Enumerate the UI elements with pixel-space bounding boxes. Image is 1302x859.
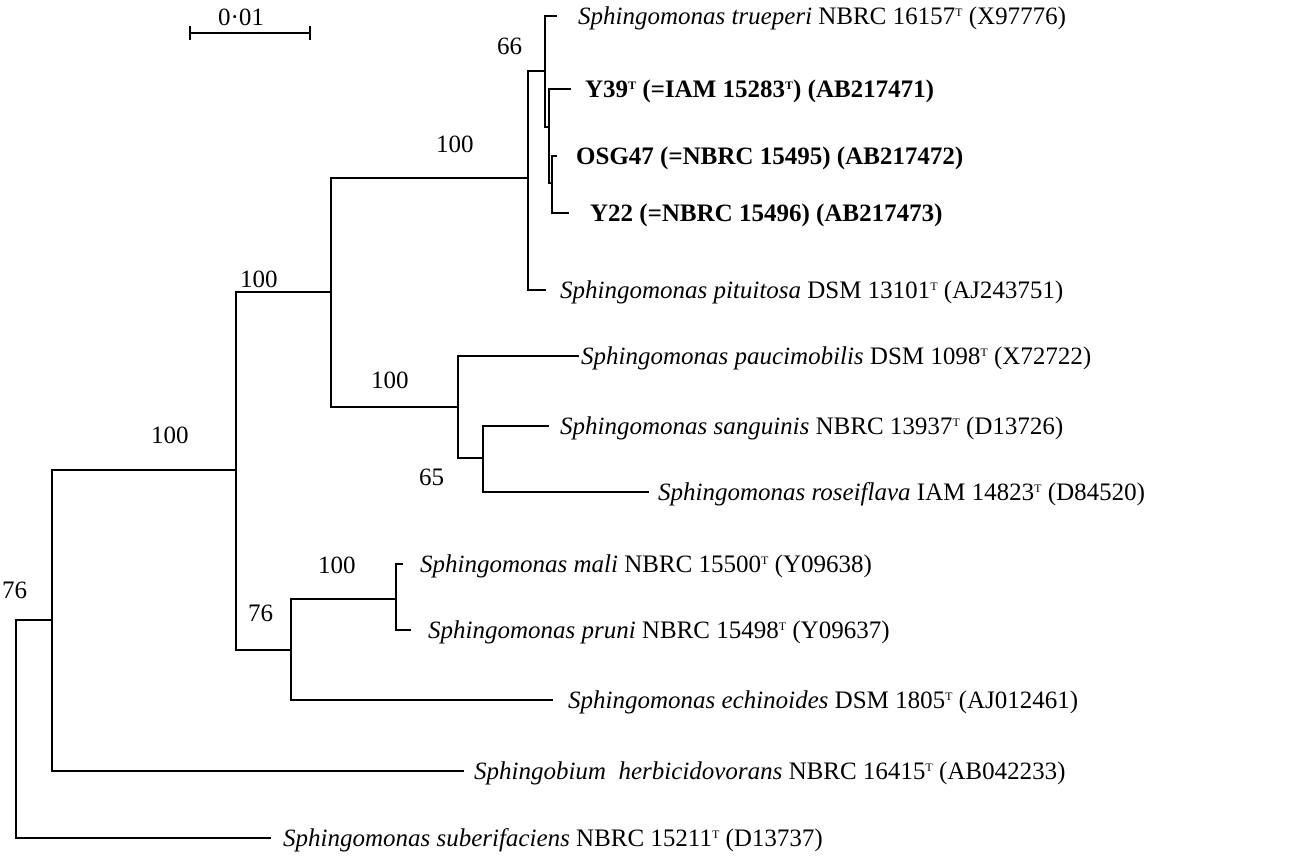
type-strain-mark: T [711, 827, 720, 841]
strain-id: DSM 1805 [828, 687, 946, 714]
scale-bar-label: 0·01 [218, 4, 264, 31]
accession-number: ) (AB217471) [793, 76, 935, 103]
type-strain-mark: T [778, 619, 787, 633]
type-strain-mark: T [628, 78, 637, 92]
strain-id: NBRC 13937 [809, 413, 953, 440]
taxon-label-roseiflava: Sphingomonas roseiflava IAM 14823T (D845… [658, 480, 1145, 505]
strain-id: NBRC 15211 [569, 825, 712, 852]
strain-id: DSM 1098 [863, 343, 981, 370]
taxon-label-echinoides: Sphingomonas echinoides DSM 1805T (AJ012… [568, 688, 1078, 713]
species-name: Sphingomonas roseiflava [658, 479, 911, 506]
strain-id: NBRC 16415 [782, 758, 926, 785]
accession-number: (D13737) [719, 825, 823, 852]
accession-number: (Y09638) [768, 551, 872, 578]
type-strain-mark: T [1034, 481, 1042, 495]
taxon-label-herbicidovorans: Sphingobium herbicidovorans NBRC 16415T … [474, 759, 1065, 784]
species-name: Sphingomonas pruni [428, 617, 636, 644]
taxon-label-y39: Y39T (=IAM 15283T) (AB217471) [585, 77, 934, 102]
strain-id: Y39 [585, 76, 629, 103]
species-name: Sphingomonas sanguinis [560, 413, 810, 440]
taxon-label-sanguinis: Sphingomonas sanguinis NBRC 13937T (D137… [560, 414, 1063, 439]
type-strain-mark: T [925, 760, 933, 774]
taxon-label-paucimobilis: Sphingomonas paucimobilis DSM 1098T (X72… [581, 344, 1091, 369]
species-name: Sphingomonas echinoides [568, 687, 829, 714]
taxon-label-osg47: OSG47 (=NBRC 15495) (AB217472) [576, 143, 964, 170]
taxon-label-mali: Sphingomonas mali NBRC 15500T (Y09638) [420, 552, 872, 577]
strain-id: DSM 13101 [801, 277, 931, 304]
bootstrap-value: 100 [240, 266, 278, 293]
strain-id: IAM 14823 [910, 479, 1035, 506]
type-strain-mark: T [761, 553, 769, 567]
accession-number: (AJ243751) [937, 277, 1064, 304]
type-strain-mark: T [980, 345, 988, 359]
strain-id: NBRC 15500 [617, 551, 762, 578]
taxon-label-trueperi: Sphingomonas trueperi NBRC 16157T (X9777… [578, 4, 1066, 29]
species-name: Sphingomonas paucimobilis [581, 343, 864, 370]
accession-number: (AJ012461) [952, 687, 1079, 714]
accession-number: (AB042233) [932, 758, 1066, 785]
type-strain-mark: T [945, 689, 953, 703]
bootstrap-value: 65 [419, 464, 444, 491]
strain-id: NBRC 16157 [812, 3, 956, 30]
bootstrap-value: 100 [436, 131, 474, 158]
species-name: Sphingomonas mali [420, 551, 618, 578]
strain-id: (=IAM 15283 [636, 76, 786, 103]
species-name: Sphingomonas suberifaciens [283, 825, 570, 852]
type-strain-mark: T [955, 5, 963, 19]
accession-number: (X72722) [987, 343, 1092, 370]
taxon-label-pruni: Sphingomonas pruni NBRC 15498T (Y09637) [428, 618, 890, 643]
species-name: Sphingobium herbicidovorans [474, 758, 783, 785]
species-name: Sphingomonas pituitosa [560, 277, 801, 304]
scale-bar [189, 26, 311, 40]
strain-id: NBRC 15498 [635, 617, 779, 644]
bootstrap-value: 76 [248, 600, 273, 627]
accession-number: (Y09637) [786, 617, 890, 644]
bootstrap-value: 100 [371, 367, 409, 394]
bootstrap-value: 66 [497, 33, 522, 60]
accession-number: (D84520) [1041, 479, 1145, 506]
taxon-label-y22: Y22 (=NBRC 15496) (AB217473) [590, 200, 943, 227]
type-strain-mark: T [785, 78, 794, 92]
taxon-label-pituitosa: Sphingomonas pituitosa DSM 13101T (AJ243… [560, 278, 1063, 303]
bootstrap-value: 76 [2, 577, 27, 604]
species-name: Sphingomonas trueperi [578, 3, 813, 30]
type-strain-mark: T [952, 415, 960, 429]
bootstrap-value: 100 [151, 422, 189, 449]
bootstrap-value: 100 [318, 552, 356, 579]
type-strain-mark: T [930, 279, 938, 293]
taxon-label-suberifaciens: Sphingomonas suberifaciens NBRC 15211T (… [283, 826, 823, 851]
accession-number: (D13726) [959, 413, 1064, 440]
accession-number: (X97776) [962, 3, 1066, 30]
